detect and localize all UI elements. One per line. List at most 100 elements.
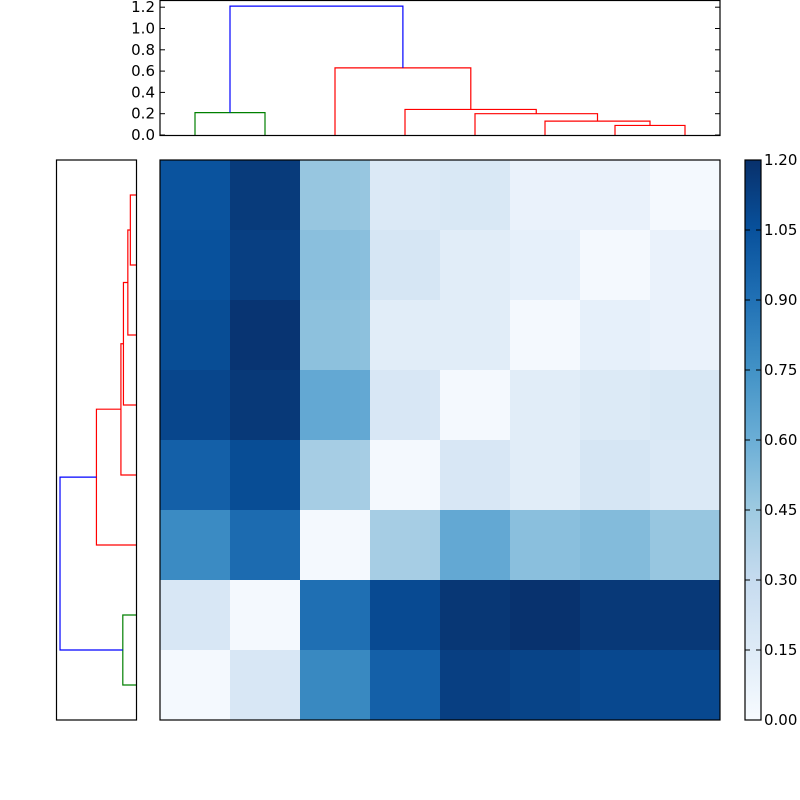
heatmap-cell <box>580 580 651 651</box>
left-dendrogram-frame <box>55 159 138 721</box>
heatmap-cell <box>160 440 231 511</box>
top-dendrogram-tick-label: 0.2 <box>131 105 155 123</box>
heatmap-cell <box>510 230 581 301</box>
colorbar-tick-label: 1.20 <box>764 151 797 169</box>
dendrogram-link <box>544 120 651 135</box>
heatmap-frame <box>159 159 721 721</box>
heatmap-cell <box>230 580 301 651</box>
heatmap-cell <box>370 160 441 231</box>
colorbar-tick-label: 0.15 <box>764 641 797 659</box>
heatmap-cell <box>300 160 371 231</box>
heatmap-cell <box>510 160 581 231</box>
heatmap-cell <box>300 370 371 441</box>
heatmap-cell <box>230 650 301 721</box>
left-dendrogram-links <box>59 194 136 686</box>
top-dendrogram-tick-label: 0.4 <box>131 83 155 101</box>
heatmap-cell <box>370 650 441 721</box>
top-dendrogram-tick-label: 1.2 <box>131 0 155 16</box>
heatmap-cell <box>160 580 231 651</box>
heatmap-cell <box>370 300 441 371</box>
heatmap-cell <box>510 300 581 371</box>
heatmap-cell <box>650 440 721 511</box>
heatmap-cell <box>650 300 721 371</box>
heatmap-cell <box>650 230 721 301</box>
heatmap-cell <box>650 370 721 441</box>
dendrogram-link <box>229 5 404 113</box>
colorbar-tick-label: 0.90 <box>764 291 797 309</box>
heatmap-cell <box>440 230 511 301</box>
dendrogram-link <box>474 113 599 135</box>
dendrogram-link <box>127 229 136 336</box>
heatmap-cell <box>370 510 441 581</box>
heatmap-cell <box>650 650 721 721</box>
heatmap-cell <box>510 370 581 441</box>
heatmap-cell <box>230 300 301 371</box>
heatmap-cell <box>230 230 301 301</box>
heatmap-cell <box>370 580 441 651</box>
heatmap-cell <box>580 440 651 511</box>
colorbar-tick-label: 0.30 <box>764 571 797 589</box>
top-dendrogram: 0.0 0.2 0.4 0.6 0.8 1.0 1.2 <box>131 0 721 144</box>
heatmap-cell <box>440 510 511 581</box>
heatmap-cell <box>230 160 301 231</box>
heatmap-cell <box>440 580 511 651</box>
heatmap <box>159 159 721 721</box>
dendrogram-link <box>614 124 686 135</box>
heatmap-cell <box>580 160 651 231</box>
heatmap-cell <box>510 580 581 651</box>
heatmap-cell <box>370 230 441 301</box>
top-dendrogram-frame <box>159 0 721 137</box>
heatmap-cell <box>370 370 441 441</box>
heatmap-cell <box>580 230 651 301</box>
heatmap-cell <box>300 650 371 721</box>
heatmap-cell <box>440 160 511 231</box>
heatmap-cell <box>230 370 301 441</box>
heatmap-cell <box>580 650 651 721</box>
heatmap-cell <box>580 370 651 441</box>
heatmap-cell <box>230 510 301 581</box>
colorbar-tick-label: 0.00 <box>764 711 797 729</box>
heatmap-cell <box>510 510 581 581</box>
heatmap-cell <box>300 300 371 371</box>
dendrogram-link <box>122 281 136 406</box>
colorbar-tick-label: 0.75 <box>764 361 797 379</box>
top-dendrogram-tick-label: 0.6 <box>131 62 155 80</box>
heatmap-cell <box>160 650 231 721</box>
top-dendrogram-links <box>194 5 686 135</box>
dendrogram-link <box>95 408 136 546</box>
left-dendrogram <box>55 159 138 721</box>
heatmap-cell <box>230 440 301 511</box>
heatmap-cell <box>510 650 581 721</box>
heatmap-cell <box>160 300 231 371</box>
top-dendrogram-yaxis: 0.0 0.2 0.4 0.6 0.8 1.0 1.2 <box>131 0 720 144</box>
heatmap-cell <box>300 230 371 301</box>
heatmap-cell <box>160 370 231 441</box>
top-dendrogram-tick-label: 0.0 <box>131 126 155 144</box>
heatmap-cell <box>300 580 371 651</box>
heatmap-cell <box>440 370 511 441</box>
heatmap-cell <box>160 510 231 581</box>
heatmap-cell <box>650 160 721 231</box>
colorbar-tick-label: 0.45 <box>764 501 797 519</box>
top-dendrogram-tick-label: 0.8 <box>131 41 155 59</box>
heatmap-cell <box>580 300 651 371</box>
dendrogram-link <box>122 614 136 686</box>
dendrogram-link <box>59 476 123 651</box>
colorbar: 0.00 0.15 0.30 0.45 0.60 0.75 0.90 1.05 1.20 <box>744 151 797 729</box>
heatmap-cell <box>510 440 581 511</box>
heatmap-cells <box>160 160 721 721</box>
colorbar-tick-label: 1.05 <box>764 221 797 239</box>
heatmap-cell <box>300 510 371 581</box>
heatmap-cell <box>370 440 441 511</box>
heatmap-cell <box>160 230 231 301</box>
colorbar-ticks: 0.00 0.15 0.30 0.45 0.60 0.75 0.90 1.05 1.20 <box>745 151 797 729</box>
heatmap-cell <box>580 510 651 581</box>
dendrogram-link <box>334 67 472 135</box>
dendrogram-link <box>194 112 266 135</box>
heatmap-cell <box>440 300 511 371</box>
heatmap-cell <box>440 440 511 511</box>
heatmap-cell <box>160 160 231 231</box>
heatmap-cell <box>650 510 721 581</box>
heatmap-cell <box>300 440 371 511</box>
